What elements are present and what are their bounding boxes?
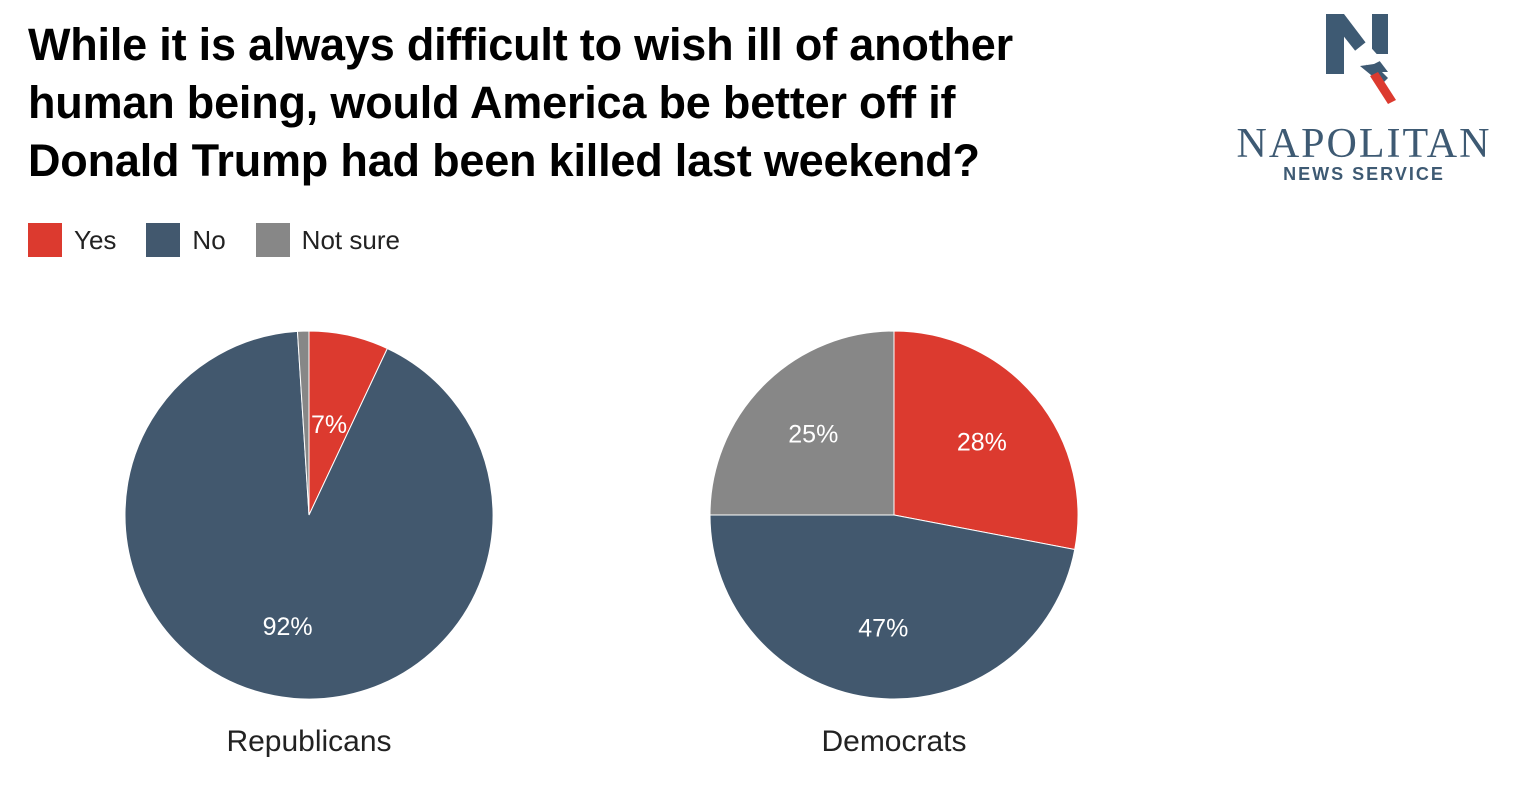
slice-label-republicans-yes: 7% [311, 411, 347, 439]
napolitan-n-mark-icon [1326, 14, 1396, 104]
slice-label-democrats-no: 47% [858, 615, 908, 643]
legend: Yes No Not sure [28, 222, 430, 258]
title-line-3: Donald Trump had been killed last weeken… [28, 135, 980, 186]
legend-item-yes: Yes [28, 223, 116, 257]
pie-republicans: 7% 92% Republicans [124, 330, 494, 758]
pie-charts: 7% 92% Republicans 28% 47% 25% Democrats [124, 330, 1079, 758]
slice-democrats-yes [893, 330, 1079, 551]
napolitan-logo: NAPOLITAN NEWS SERVICE [1224, 14, 1504, 194]
slice-label-democrats-yes: 28% [957, 428, 1007, 456]
slice-republicans-no [124, 330, 494, 700]
slice-democrats-no [709, 514, 1076, 700]
logo-name: NAPOLITAN [1236, 121, 1492, 167]
chart-title: While it is always difficult to wish ill… [28, 16, 1188, 190]
legend-label-not-sure: Not sure [301, 224, 400, 255]
title-line-2: human being, would America be better off… [28, 77, 956, 128]
legend-swatch-not-sure [255, 223, 290, 257]
title-line-1: While it is always difficult to wish ill… [28, 19, 1013, 70]
pie-label-democrats: Democrats [821, 725, 966, 758]
logo-subtitle: NEWS SERVICE [1283, 164, 1445, 184]
slice-label-republicans-no: 92% [263, 613, 313, 641]
legend-item-no: No [146, 223, 226, 257]
pie-label-republicans: Republicans [226, 725, 391, 758]
slice-republicans-not-sure [296, 330, 310, 516]
legend-label-no: No [192, 224, 226, 255]
legend-item-not-sure: Not sure [255, 223, 400, 257]
legend-swatch-yes [28, 223, 62, 257]
slice-democrats-not-sure [709, 330, 895, 516]
slice-label-democrats-not-sure: 25% [788, 420, 838, 448]
pie-democrats: 28% 47% 25% Democrats [709, 330, 1079, 758]
legend-swatch-no [146, 223, 181, 257]
legend-label-yes: Yes [74, 224, 117, 255]
